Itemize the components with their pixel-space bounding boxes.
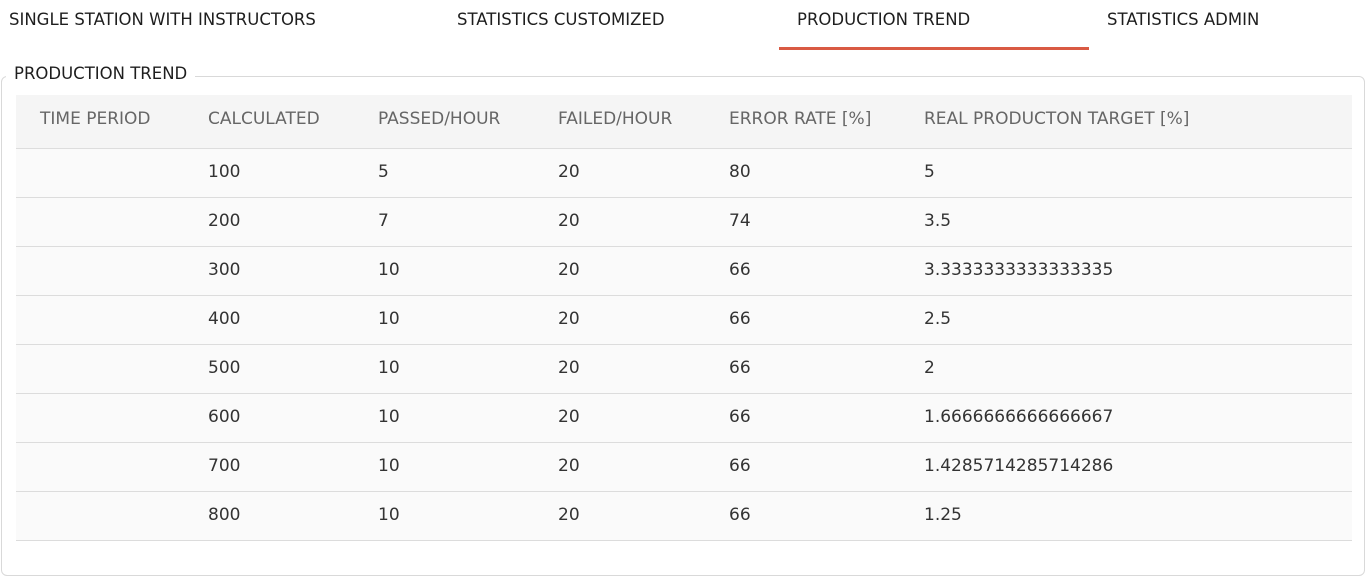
cell-passed-hour: 10 xyxy=(378,456,400,476)
table-row[interactable]: 500 10 20 66 2 xyxy=(16,345,1352,394)
column-header-calculated[interactable]: CALCULATED xyxy=(208,109,320,129)
cell-failed-hour: 20 xyxy=(558,309,580,329)
cell-calculated: 500 xyxy=(208,358,241,378)
cell-passed-hour: 7 xyxy=(378,211,389,231)
cell-calculated: 300 xyxy=(208,260,241,280)
cell-error-rate: 74 xyxy=(729,211,751,231)
cell-passed-hour: 10 xyxy=(378,358,400,378)
table-header: TIME PERIOD CALCULATED PASSED/HOUR FAILE… xyxy=(16,95,1352,149)
table-row[interactable]: 100 5 20 80 5 xyxy=(16,149,1352,198)
cell-real-production-target: 5 xyxy=(924,162,935,182)
cell-passed-hour: 10 xyxy=(378,407,400,427)
tab-production-trend[interactable]: PRODUCTION TREND xyxy=(779,0,1089,50)
table-row[interactable]: 700 10 20 66 1.4285714285714286 xyxy=(16,443,1352,492)
cell-error-rate: 66 xyxy=(729,456,751,476)
table-row[interactable]: 400 10 20 66 2.5 xyxy=(16,296,1352,345)
tab-statistics-admin[interactable]: STATISTICS ADMIN xyxy=(1107,10,1260,29)
cell-error-rate: 66 xyxy=(729,309,751,329)
cell-failed-hour: 20 xyxy=(558,211,580,231)
cell-passed-hour: 5 xyxy=(378,162,389,182)
cell-calculated: 200 xyxy=(208,211,241,231)
cell-real-production-target: 1.25 xyxy=(924,505,962,525)
column-header-time-period[interactable]: TIME PERIOD xyxy=(40,109,151,129)
cell-calculated: 100 xyxy=(208,162,241,182)
cell-real-production-target: 1.6666666666666667 xyxy=(924,407,1114,427)
cell-error-rate: 66 xyxy=(729,358,751,378)
cell-real-production-target: 3.3333333333333335 xyxy=(924,260,1114,280)
cell-passed-hour: 10 xyxy=(378,309,400,329)
cell-real-production-target: 1.4285714285714286 xyxy=(924,456,1114,476)
cell-failed-hour: 20 xyxy=(558,407,580,427)
cell-error-rate: 66 xyxy=(729,407,751,427)
cell-failed-hour: 20 xyxy=(558,260,580,280)
cell-failed-hour: 20 xyxy=(558,456,580,476)
cell-error-rate: 66 xyxy=(729,260,751,280)
column-header-error-rate[interactable]: ERROR RATE [%] xyxy=(729,109,872,129)
cell-calculated: 800 xyxy=(208,505,241,525)
table-row[interactable]: 300 10 20 66 3.3333333333333335 xyxy=(16,247,1352,296)
tab-statistics-customized[interactable]: STATISTICS CUSTOMIZED xyxy=(457,10,665,29)
cell-calculated: 700 xyxy=(208,456,241,476)
cell-failed-hour: 20 xyxy=(558,505,580,525)
cell-real-production-target: 2.5 xyxy=(924,309,952,329)
tab-single-station-with-instructors[interactable]: SINGLE STATION WITH INSTRUCTORS xyxy=(9,10,316,29)
cell-failed-hour: 20 xyxy=(558,162,580,182)
cell-calculated: 400 xyxy=(208,309,241,329)
column-header-real-production-target[interactable]: REAL PRODUCTON TARGET [%] xyxy=(924,109,1190,129)
table-row[interactable]: 800 10 20 66 1.25 xyxy=(16,492,1352,541)
section-title: PRODUCTION TREND xyxy=(6,64,196,83)
table-row[interactable]: 200 7 20 74 3.5 xyxy=(16,198,1352,247)
tab-bar: SINGLE STATION WITH INSTRUCTORS STATISTI… xyxy=(0,0,1368,52)
cell-real-production-target: 3.5 xyxy=(924,211,952,231)
cell-calculated: 600 xyxy=(208,407,241,427)
production-trend-table: TIME PERIOD CALCULATED PASSED/HOUR FAILE… xyxy=(16,95,1352,541)
cell-passed-hour: 10 xyxy=(378,260,400,280)
table-row[interactable]: 600 10 20 66 1.6666666666666667 xyxy=(16,394,1352,443)
cell-error-rate: 66 xyxy=(729,505,751,525)
cell-error-rate: 80 xyxy=(729,162,751,182)
column-header-passed-hour[interactable]: PASSED/HOUR xyxy=(378,109,501,129)
cell-real-production-target: 2 xyxy=(924,358,935,378)
cell-failed-hour: 20 xyxy=(558,358,580,378)
column-header-failed-hour[interactable]: FAILED/HOUR xyxy=(558,109,673,129)
cell-passed-hour: 10 xyxy=(378,505,400,525)
